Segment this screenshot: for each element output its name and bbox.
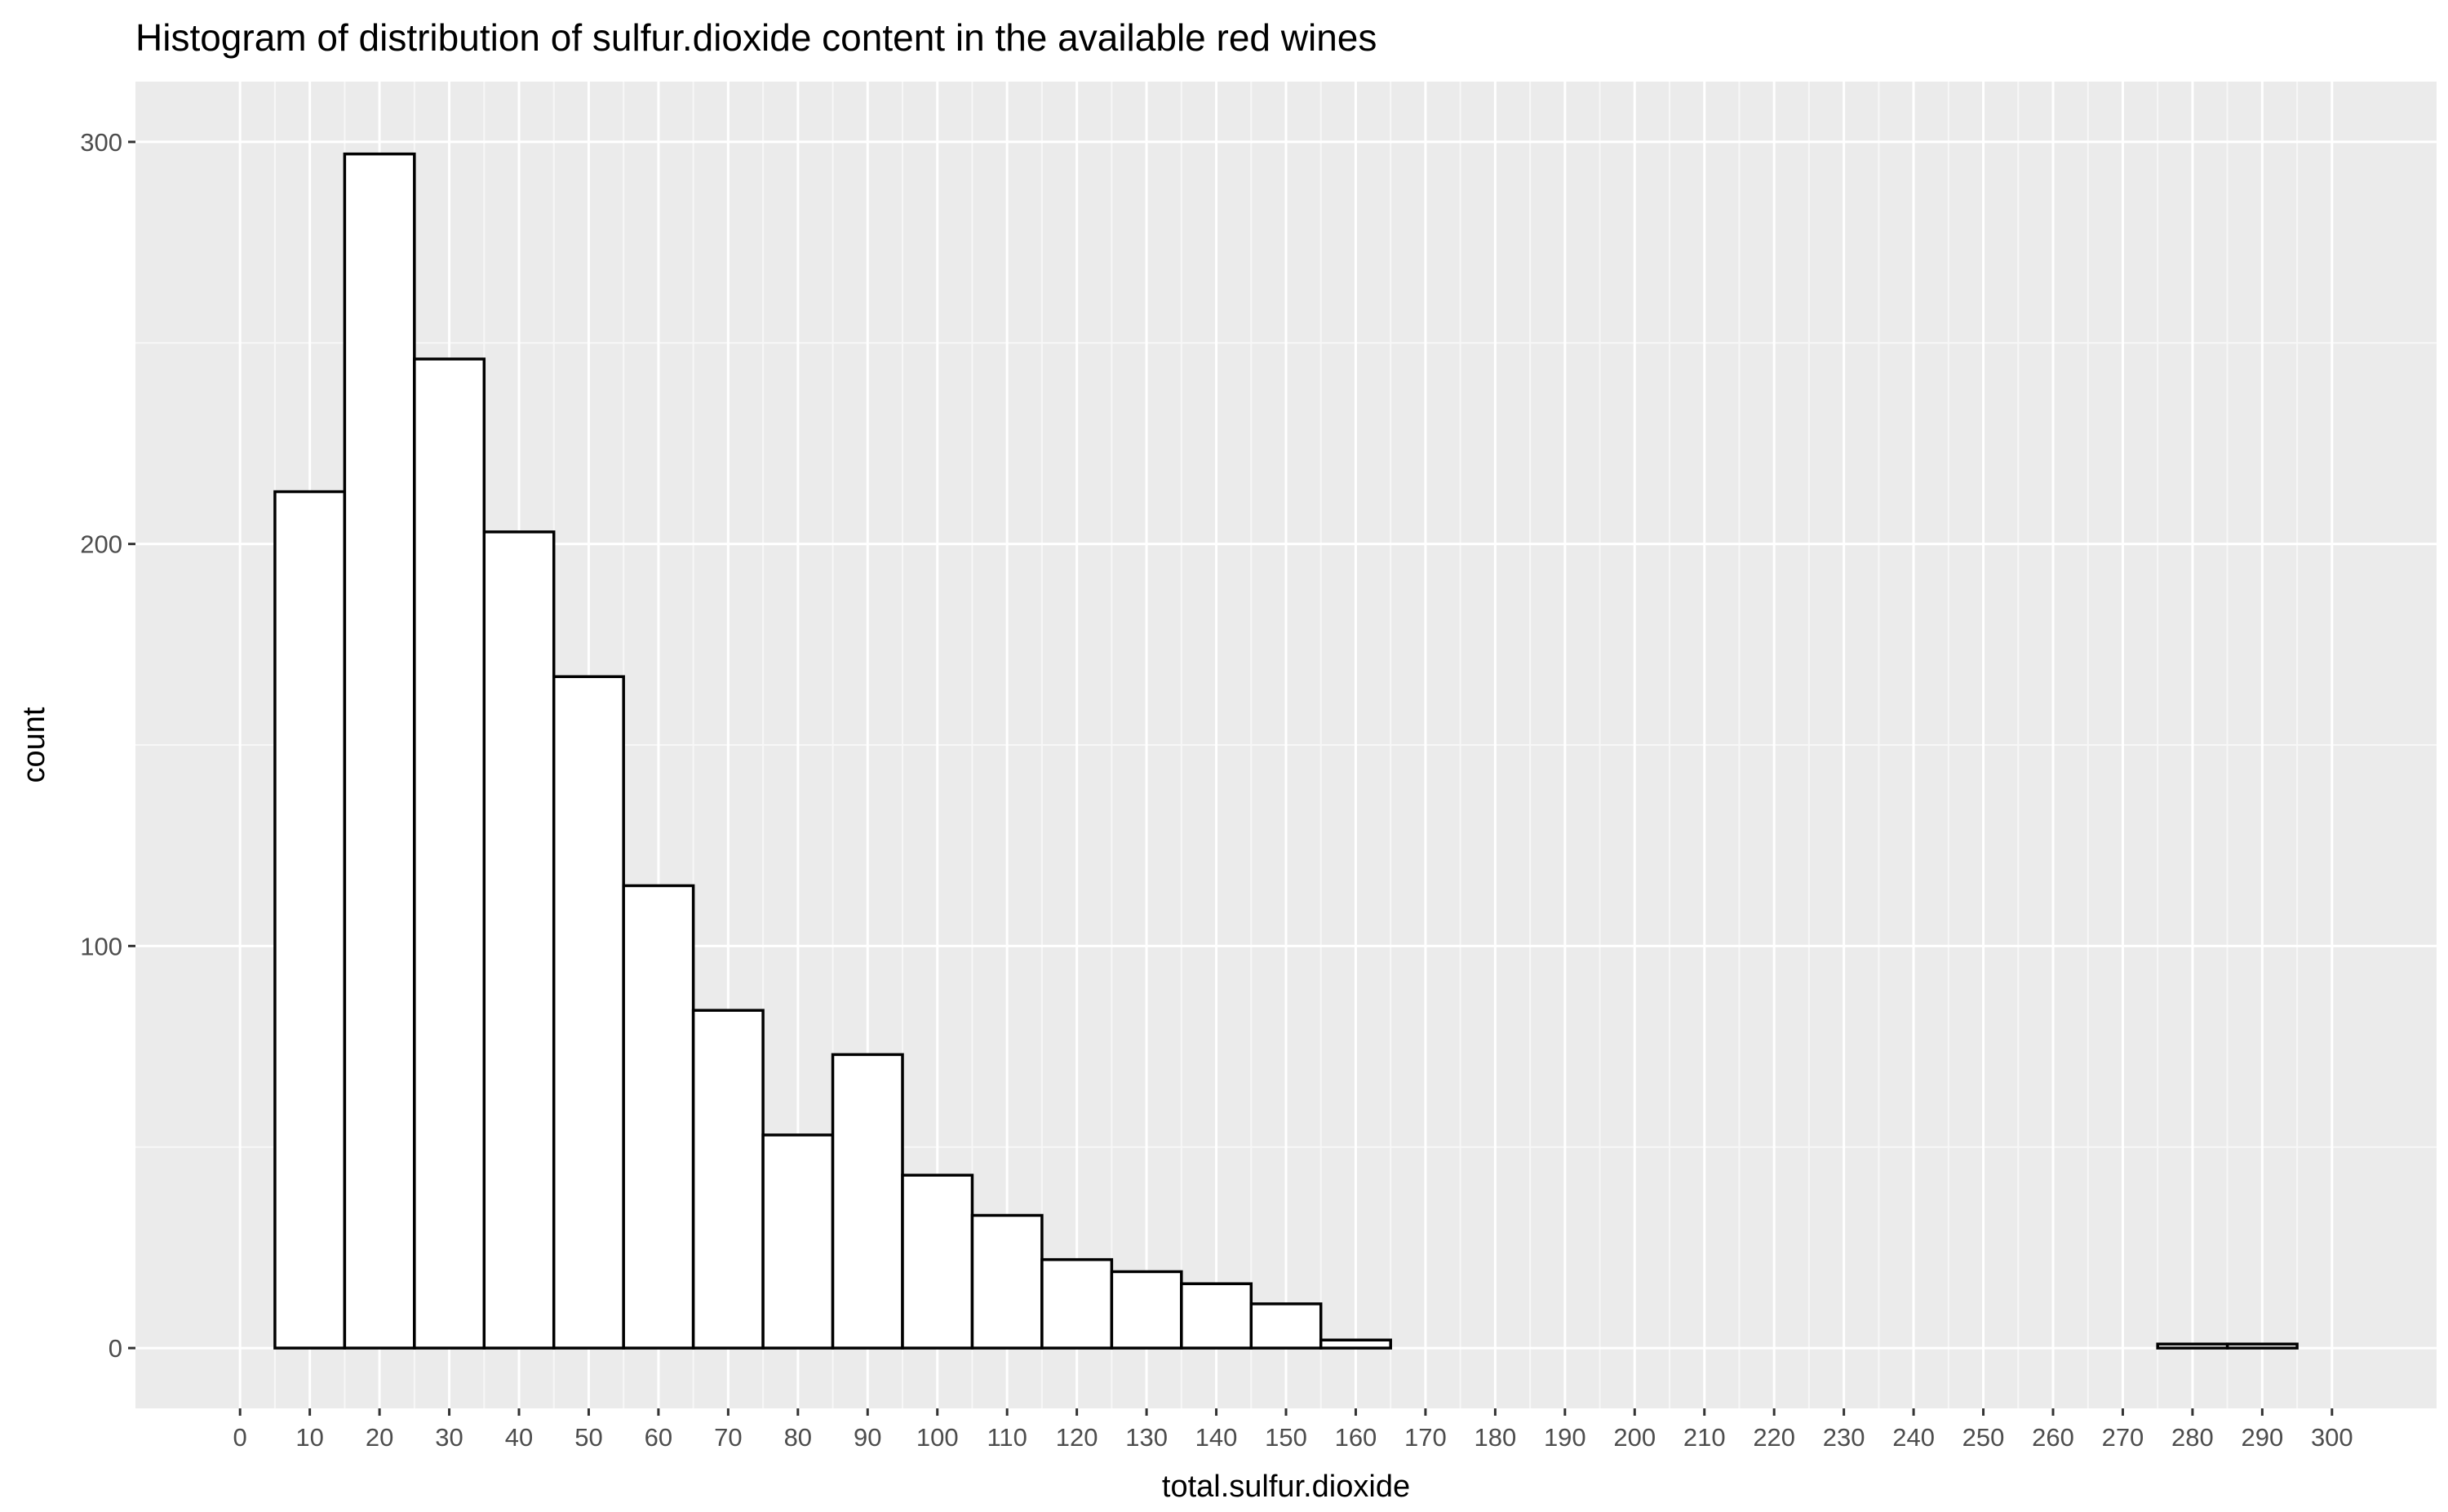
histogram-bar bbox=[2225, 1342, 2299, 1350]
y-tick-label: 200 bbox=[80, 530, 122, 559]
x-tick-label: 120 bbox=[1056, 1423, 1098, 1452]
y-axis-title: count bbox=[17, 707, 51, 783]
x-tick-label: 280 bbox=[2171, 1423, 2214, 1452]
x-tick-label: 300 bbox=[2311, 1423, 2353, 1452]
x-tick-label: 160 bbox=[1335, 1423, 1377, 1452]
y-axis: 0 100 200 300 bbox=[80, 128, 135, 1363]
histogram-bar bbox=[1319, 1338, 1392, 1350]
x-tick-label: 230 bbox=[1823, 1423, 1865, 1452]
x-tick-label: 70 bbox=[714, 1423, 742, 1452]
x-tick-label: 170 bbox=[1404, 1423, 1447, 1452]
x-tick-label: 220 bbox=[1753, 1423, 1795, 1452]
x-tick-label: 20 bbox=[366, 1423, 393, 1452]
histogram-bar bbox=[273, 490, 347, 1350]
x-axis: 0 10 20 30 40 50 60 70 80 90 100 110 120 130 140 150 160… bbox=[233, 1408, 2353, 1452]
x-tick-label: 80 bbox=[784, 1423, 812, 1452]
histogram-bar bbox=[901, 1173, 974, 1350]
x-tick-label: 250 bbox=[1962, 1423, 2005, 1452]
x-tick-label: 30 bbox=[435, 1423, 463, 1452]
histogram-bar bbox=[622, 884, 695, 1350]
histogram-bar bbox=[1249, 1302, 1323, 1350]
x-tick-label: 40 bbox=[505, 1423, 533, 1452]
x-tick-label: 260 bbox=[2032, 1423, 2074, 1452]
x-tick-label: 140 bbox=[1195, 1423, 1238, 1452]
y-tick-label: 100 bbox=[80, 932, 122, 960]
histogram-bar bbox=[482, 530, 556, 1350]
x-tick-label: 190 bbox=[1544, 1423, 1586, 1452]
x-tick-label: 130 bbox=[1125, 1423, 1168, 1452]
histogram-bar bbox=[2156, 1342, 2229, 1350]
histogram-bar bbox=[970, 1213, 1044, 1350]
x-tick-label: 180 bbox=[1474, 1423, 1516, 1452]
x-tick-label: 90 bbox=[854, 1423, 881, 1452]
histogram-bar bbox=[1180, 1282, 1253, 1350]
x-tick-label: 150 bbox=[1265, 1423, 1307, 1452]
x-tick-label: 50 bbox=[574, 1423, 602, 1452]
x-tick-label: 100 bbox=[916, 1423, 959, 1452]
x-tick-label: 110 bbox=[987, 1423, 1027, 1452]
x-tick-label: 210 bbox=[1683, 1423, 1726, 1452]
x-axis-title: total.sulfur.dioxide bbox=[1162, 1470, 1410, 1504]
x-tick-label: 290 bbox=[2241, 1423, 2283, 1452]
x-tick-label: 60 bbox=[645, 1423, 672, 1452]
histogram-bar bbox=[691, 1009, 765, 1350]
x-tick-label: 200 bbox=[1613, 1423, 1656, 1452]
x-tick-label: 10 bbox=[295, 1423, 323, 1452]
histogram-bar bbox=[1040, 1257, 1114, 1350]
x-tick-label: 240 bbox=[1892, 1423, 1935, 1452]
y-tick-label: 300 bbox=[80, 128, 122, 157]
histogram-bar bbox=[831, 1053, 904, 1350]
histogram-bar bbox=[343, 152, 416, 1350]
x-tick-label: 0 bbox=[233, 1423, 247, 1452]
y-tick-label: 0 bbox=[109, 1334, 122, 1363]
chart-title: Histogram of distribution of sulfur.diox… bbox=[135, 16, 1377, 59]
histogram-bar bbox=[413, 357, 486, 1350]
x-tick-label: 270 bbox=[2102, 1423, 2144, 1452]
histogram-bar bbox=[1110, 1270, 1183, 1350]
histogram-bar bbox=[552, 675, 625, 1350]
histogram-bar bbox=[761, 1133, 835, 1350]
histogram-bars bbox=[273, 152, 2299, 1350]
